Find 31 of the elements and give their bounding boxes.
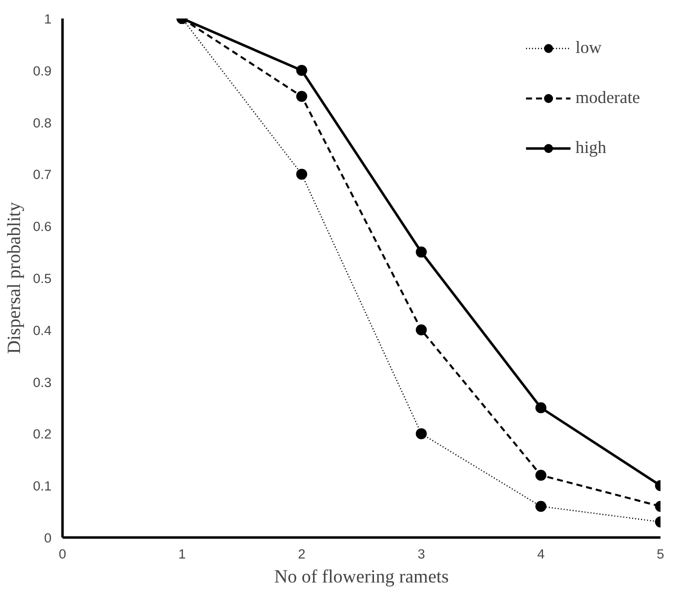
legend-label: low xyxy=(576,38,602,58)
point xyxy=(296,90,308,102)
x-tick-label: 4 xyxy=(537,546,546,562)
legend-label: moderate xyxy=(576,88,640,108)
point xyxy=(416,428,427,440)
y-tick-label: 0.4 xyxy=(32,322,52,338)
point xyxy=(535,470,546,481)
y-tick-label: 0.5 xyxy=(32,271,52,286)
y-tick-label: 0.2 xyxy=(32,426,52,442)
x-tick-label: 0 xyxy=(58,546,66,562)
point xyxy=(535,500,546,512)
x-tick-label: 3 xyxy=(418,546,426,562)
y-tick-label: 0.7 xyxy=(32,167,52,182)
legend-label: high xyxy=(576,138,606,158)
y-tick-label: 0.6 xyxy=(32,219,52,234)
point xyxy=(416,324,427,336)
x-tick-label: 2 xyxy=(298,546,306,562)
y-tick-label: 1 xyxy=(44,12,52,26)
x-axis-title: No of flowering ramets xyxy=(274,566,449,588)
y-tick-label: 0.1 xyxy=(32,478,52,494)
y-tick-label: 0.9 xyxy=(32,63,52,78)
point xyxy=(296,64,308,76)
x-tick-label: 1 xyxy=(178,546,186,562)
point xyxy=(416,246,427,258)
y-axis-title: Dispersal probablity xyxy=(4,201,25,354)
x-tick-label: 5 xyxy=(656,546,664,562)
y-tick-label: 0.8 xyxy=(32,115,52,130)
y-tick-label: 0 xyxy=(44,530,52,546)
point xyxy=(296,168,308,180)
y-tick-label: 0.3 xyxy=(32,374,52,390)
point xyxy=(535,402,546,414)
